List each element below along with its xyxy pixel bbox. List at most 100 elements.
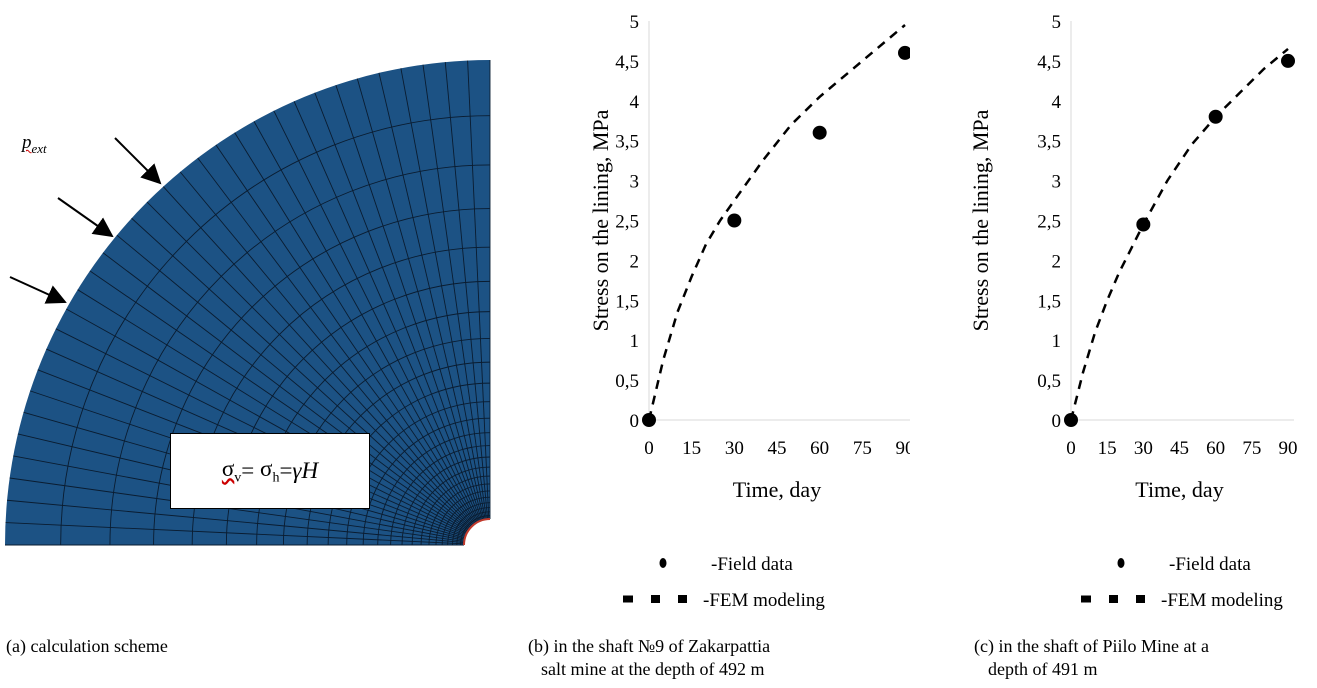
mesh-arc bbox=[460, 515, 491, 546]
equals-1: = bbox=[241, 458, 261, 483]
x-tick-label: 75 bbox=[853, 438, 872, 459]
mesh-radial-line bbox=[293, 101, 480, 522]
mesh-arc bbox=[60, 115, 491, 546]
mesh-radial-line bbox=[77, 289, 469, 532]
stress-equation-box: σv = σh = γH bbox=[170, 433, 370, 509]
x-tick-label: 90 bbox=[1279, 438, 1298, 459]
mesh-radial-line bbox=[131, 217, 472, 528]
mesh-arc bbox=[447, 502, 491, 546]
mesh-radial-line bbox=[7, 499, 465, 544]
mesh-radial-line bbox=[179, 171, 474, 526]
legend-fem-modeling-label: -FEM modeling bbox=[703, 590, 825, 611]
y-tick-label: 3 bbox=[1052, 172, 1062, 193]
panel-piilo-chart: 0 0,5 1 1,5 2 2,5 3 3,5 4 4,5 5 0 15 30 45 60 75 90 Time, … bbox=[910, 0, 1317, 688]
mesh-radial-line bbox=[335, 84, 483, 521]
y-tick-label: 4,5 bbox=[615, 52, 639, 73]
fem-mesh-quarter-disk bbox=[5, 60, 491, 546]
mesh-arc bbox=[401, 456, 491, 546]
mesh-radial-line bbox=[314, 92, 482, 521]
y-tick-label: 2 bbox=[1052, 251, 1062, 272]
caption-b-line1: (b) in the shaft №9 of Zakarpattia bbox=[528, 636, 771, 656]
mesh-arc bbox=[456, 511, 491, 546]
fem-modeling-line bbox=[1069, 47, 1289, 421]
mesh-radial-line bbox=[116, 234, 471, 529]
mesh-arc bbox=[327, 382, 491, 546]
y-tick-label: 1 bbox=[1052, 331, 1062, 352]
mesh-arc bbox=[362, 417, 491, 546]
mesh-arc bbox=[390, 445, 491, 546]
y-tick-label: 0 bbox=[630, 411, 640, 432]
mesh-radial-line bbox=[378, 72, 485, 520]
caption-a: (a) calculation scheme bbox=[6, 636, 168, 656]
y-tick-label: 2,5 bbox=[615, 212, 639, 233]
mesh-radial-line bbox=[444, 62, 489, 520]
y-tick-label: 4,5 bbox=[1037, 52, 1061, 73]
x-tick-label: 15 bbox=[1098, 438, 1117, 459]
y-tick-label: 5 bbox=[630, 12, 640, 33]
pressure-arrow-icon bbox=[9, 276, 67, 304]
x-tick-label: 15 bbox=[682, 438, 701, 459]
mesh-lines bbox=[5, 60, 491, 546]
mesh-arc bbox=[452, 507, 491, 546]
y-tick-label: 5 bbox=[1052, 12, 1062, 33]
field-data-point bbox=[898, 45, 910, 60]
field-data-point bbox=[812, 125, 827, 140]
y-tick-label: 0,5 bbox=[615, 371, 639, 392]
caption-c-line1: (c) in the shaft of Piilo Mine at a bbox=[974, 636, 1209, 656]
sigma-v: σv bbox=[221, 455, 242, 486]
mesh-radial-line bbox=[356, 78, 484, 521]
x-tick-label: 90 bbox=[896, 438, 911, 459]
legend: -Field data -FEM modeling bbox=[1081, 554, 1283, 611]
mesh-arc bbox=[377, 432, 491, 546]
gamma-h: γH bbox=[292, 458, 319, 483]
legend-fem-dash bbox=[651, 595, 660, 603]
x-axis-title: Time, day bbox=[733, 477, 821, 502]
x-tick-label: 0 bbox=[644, 438, 654, 459]
x-tick-label: 45 bbox=[768, 438, 787, 459]
y-tick-label: 1 bbox=[630, 331, 640, 352]
mesh-arc bbox=[428, 483, 491, 546]
y-axis-title: Stress on the lining, MPa bbox=[588, 109, 613, 331]
mesh-arc bbox=[420, 475, 491, 546]
mesh-radial-line bbox=[102, 252, 470, 530]
legend-fem-dash bbox=[1109, 595, 1118, 603]
mesh-radial-line bbox=[55, 328, 467, 534]
y-tick-label: 2 bbox=[630, 251, 640, 272]
x-tick-label: 0 bbox=[1066, 438, 1076, 459]
legend-field-data-marker bbox=[1117, 558, 1125, 568]
x-tick-label: 75 bbox=[1242, 438, 1261, 459]
legend-field-data-label: -Field data bbox=[711, 554, 793, 575]
mesh-radial-line bbox=[197, 157, 475, 525]
legend: -Field data -FEM modeling bbox=[623, 554, 825, 611]
mesh-arc bbox=[411, 466, 491, 546]
legend-field-data-label: -Field data bbox=[1169, 554, 1251, 575]
legend-fem-dash bbox=[1136, 595, 1145, 603]
y-tick-label: 1,5 bbox=[1037, 291, 1061, 312]
sigma-h: σh bbox=[260, 455, 280, 486]
legend-fem-modeling-label: -FEM modeling bbox=[1161, 590, 1283, 611]
fem-modeling-line bbox=[647, 24, 906, 421]
equals-2: = bbox=[279, 458, 293, 483]
y-tick-label: 3 bbox=[630, 172, 640, 193]
caption-c-line2: depth of 491 m bbox=[988, 659, 1098, 679]
mesh-radial-line bbox=[5, 522, 465, 545]
field-data-point bbox=[727, 213, 742, 228]
pressure-arrow-icon bbox=[114, 137, 162, 185]
mesh-arc bbox=[109, 164, 491, 546]
panel-zakarpattia-chart: 0 0,5 1 1,5 2 2,5 3 3,5 4 4,5 5 0 15 30 45 60 75 90 Time, … bbox=[500, 0, 910, 688]
y-axis-title: Stress on the lining, MPa bbox=[968, 109, 993, 331]
mesh-radial-line bbox=[146, 201, 472, 527]
legend-fem-dash bbox=[678, 595, 687, 603]
pressure-arrow-icon bbox=[57, 197, 114, 238]
chart-zakarpattia: 0 0,5 1 1,5 2 2,5 3 3,5 4 4,5 5 0 15 30 45 60 75 90 Time, … bbox=[588, 12, 911, 611]
x-axis-title: Time, day bbox=[1135, 477, 1223, 502]
mesh-radial-line bbox=[273, 110, 479, 522]
y-tick-label: 4 bbox=[630, 92, 640, 113]
mesh-radial-line bbox=[162, 186, 473, 527]
caption-b-line2: salt mine at the depth of 492 m bbox=[541, 659, 765, 679]
x-tick-label: 60 bbox=[810, 438, 829, 459]
y-tick-label: 2,5 bbox=[1037, 212, 1061, 233]
y-tick-label: 0,5 bbox=[1037, 371, 1061, 392]
mesh-radial-line bbox=[66, 308, 468, 533]
x-tick-label: 30 bbox=[1134, 438, 1153, 459]
